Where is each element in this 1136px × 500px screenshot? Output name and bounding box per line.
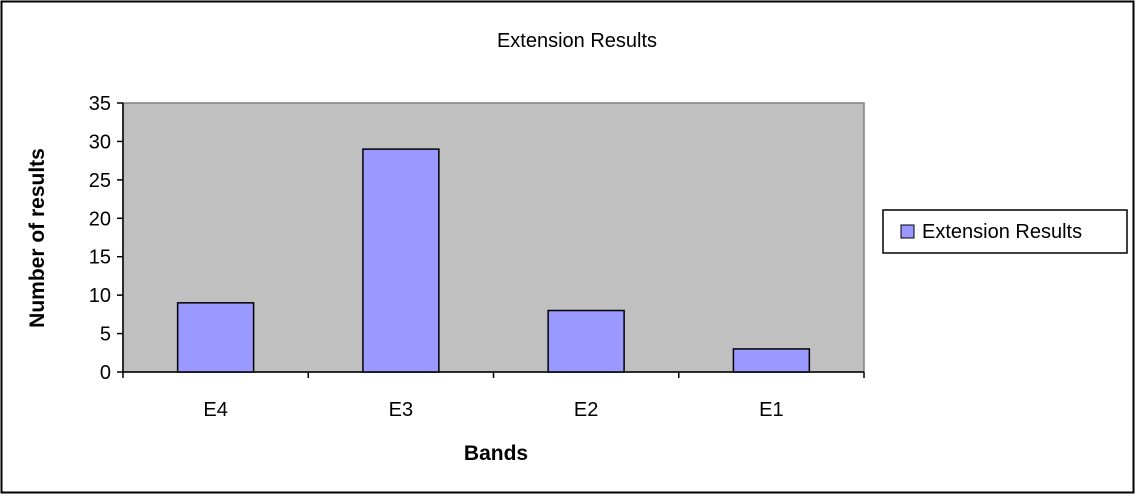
y-tick-label: 0 [100,362,111,384]
y-tick-label: 20 [89,208,111,230]
y-axis: 0 5 10 15 20 25 30 35 [89,93,124,384]
y-tick-label: 30 [89,131,111,153]
x-axis-label: Bands [464,442,528,465]
bar-e1 [732,348,811,373]
x-tick-label: E1 [759,399,783,421]
y-tick-label: 5 [100,324,111,346]
y-tick-label: 15 [89,247,111,269]
bar-e3 [362,148,440,373]
y-tick-label: 25 [89,170,111,192]
bar-series [176,148,811,373]
y-tick-label: 10 [89,285,111,307]
y-axis-label: Number of results [26,148,49,328]
bar-e4 [176,302,255,373]
legend-label: Extension Results [922,221,1082,243]
x-tick-label: E2 [574,399,598,421]
bar-e2 [547,309,625,373]
legend: Extension Results [882,209,1128,254]
legend-box [882,209,1128,254]
y-tick-label: 35 [89,93,111,115]
x-tick-label: E4 [203,399,227,421]
x-tick-label: E3 [389,399,413,421]
legend-swatch [900,224,915,239]
chart-title: Extension Results [497,30,657,52]
